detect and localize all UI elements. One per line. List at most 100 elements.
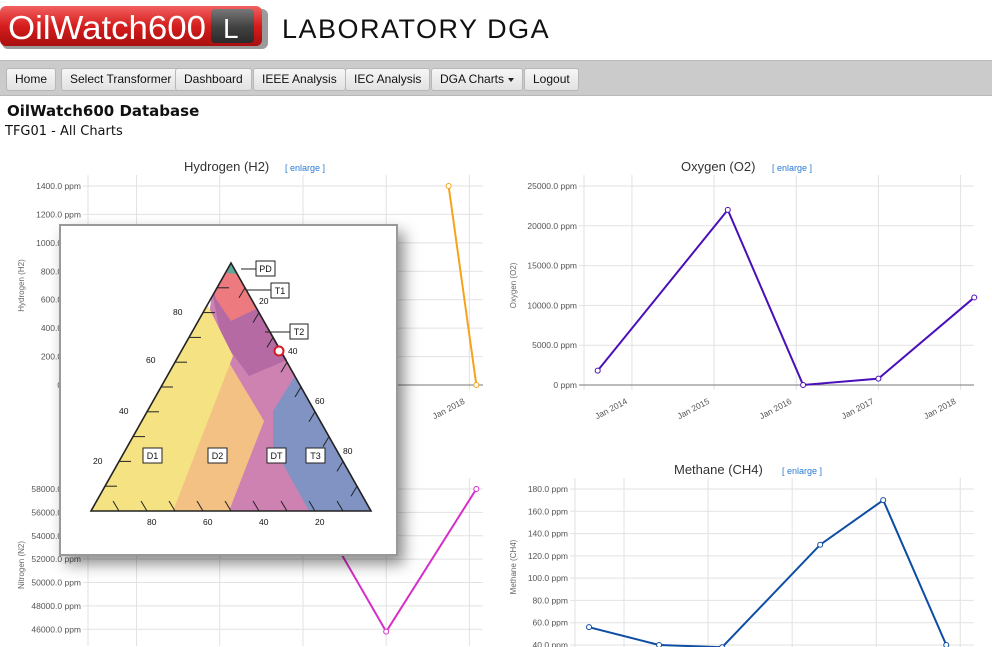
y-tick-label: 100.0 ppm bbox=[528, 573, 568, 583]
y-tick-label: 50000.0 ppm bbox=[31, 578, 81, 588]
nav-home-label: Home bbox=[15, 72, 48, 86]
nav-dga-charts-label: DGA Charts bbox=[440, 72, 505, 86]
y-tick-label: 15000.0 ppm bbox=[527, 261, 577, 271]
y-tick-label: 180.0 ppm bbox=[528, 484, 568, 494]
y-tick-label: 10000.0 ppm bbox=[527, 300, 577, 310]
nav-iec-analysis-label: IEC Analysis bbox=[354, 72, 422, 86]
tick bbox=[252, 500, 260, 512]
chart-title-oxygen: Oxygen (O2) bbox=[681, 159, 756, 174]
zone-label: DT bbox=[271, 451, 283, 461]
site-title: LABORATORY DGA bbox=[282, 14, 551, 44]
zone-label: T2 bbox=[294, 327, 305, 337]
sample-marker bbox=[273, 345, 285, 357]
nav-iec-analysis[interactable]: IEC Analysis bbox=[345, 68, 431, 91]
zone-label-box bbox=[207, 447, 228, 464]
methane-chart: 180.0 ppm 160.0 ppm 140.0 ppm 120.0 ppm 100.… bbox=[509, 478, 974, 647]
y-tick-label: 160.0 ppm bbox=[528, 506, 568, 516]
x-tick-label: Jan 2015 bbox=[675, 396, 711, 421]
y-tick-label: 58000.0 ppm bbox=[31, 484, 81, 494]
right-tick-label: 40 bbox=[288, 346, 298, 356]
zone-d1 bbox=[91, 305, 233, 511]
nav-ieee-analysis[interactable]: IEEE Analysis bbox=[253, 68, 346, 91]
zone-label-box bbox=[255, 260, 276, 277]
tick bbox=[112, 500, 120, 512]
enlarge-link-oxygen[interactable]: [ enlarge ] bbox=[772, 163, 813, 173]
data-point bbox=[656, 642, 663, 647]
nav-select-transformer[interactable]: Select Transformer bbox=[61, 68, 181, 91]
tick bbox=[196, 500, 204, 512]
enlarge-link-hydrogen[interactable]: [ enlarge ] bbox=[285, 163, 326, 173]
y-axis-label: Methane (CH4) bbox=[509, 539, 518, 594]
data-point bbox=[817, 541, 824, 548]
y-tick-label: 0 ppm bbox=[553, 380, 577, 390]
nav-select-transformer-label: Select Transformer bbox=[70, 72, 172, 86]
y-axis-label: Oxygen (O2) bbox=[509, 262, 518, 308]
y-tick-label: 1000.0 ppm bbox=[36, 238, 81, 248]
data-point bbox=[383, 628, 390, 635]
zone-label-box bbox=[305, 447, 326, 464]
zone-label-box bbox=[266, 447, 287, 464]
tick bbox=[336, 461, 344, 472]
tick bbox=[294, 386, 302, 398]
y-tick-label: 20000.0 ppm bbox=[527, 221, 577, 231]
tick bbox=[224, 500, 232, 512]
x-tick-label: Jan 2018 bbox=[922, 396, 958, 421]
bottom-tick-label: 80 bbox=[147, 517, 157, 527]
enlarge-link-methane[interactable]: [ enlarge ] bbox=[782, 466, 823, 476]
data-point bbox=[875, 375, 882, 382]
nav-dga-charts[interactable]: DGA Charts bbox=[431, 68, 524, 91]
y-tick-label: 80.0 ppm bbox=[533, 595, 568, 605]
logo-main-text: OilWatch600 bbox=[8, 9, 206, 46]
nav-logout[interactable]: Logout bbox=[524, 68, 579, 91]
tick bbox=[308, 411, 316, 423]
data-point bbox=[800, 382, 807, 388]
logo-suffix-text: L bbox=[223, 13, 239, 44]
data-point bbox=[724, 206, 731, 213]
tick bbox=[238, 287, 246, 299]
right-tick-label: 80 bbox=[343, 446, 353, 456]
zone-label: PD bbox=[259, 264, 272, 274]
series-line bbox=[447, 185, 478, 386]
oxygen-chart: 25000.0 ppm 20000.0 ppm 15000.0 ppm 10000.0… bbox=[509, 175, 978, 421]
oilwatch-logo[interactable]: OilWatch600 L bbox=[0, 2, 272, 54]
nav-dashboard[interactable]: Dashboard bbox=[175, 68, 252, 91]
data-point bbox=[719, 644, 726, 647]
y-tick-label: 1200.0 ppm bbox=[36, 209, 81, 219]
data-point bbox=[445, 183, 452, 189]
tick bbox=[308, 500, 316, 512]
y-tick-label: 56000.0 ppm bbox=[31, 507, 81, 517]
left-tick-label: 20 bbox=[93, 456, 103, 466]
y-tick-label: 25000.0 ppm bbox=[527, 181, 577, 191]
x-tick-label: Jan 2017 bbox=[840, 396, 876, 421]
caret-down-icon bbox=[508, 77, 515, 82]
right-tick-label: 60 bbox=[315, 396, 325, 406]
bottom-tick-label: 40 bbox=[259, 517, 269, 527]
series-line bbox=[596, 207, 975, 387]
left-tick-label: 60 bbox=[146, 355, 156, 365]
nav-dashboard-label: Dashboard bbox=[184, 72, 243, 86]
data-point bbox=[473, 486, 480, 492]
y-tick-label: 54000.0 ppm bbox=[31, 531, 81, 541]
chart-title-methane: Methane (CH4) bbox=[674, 462, 763, 477]
y-tick-label: 60.0 ppm bbox=[533, 618, 568, 628]
x-tick-label: Jan 2014 bbox=[593, 396, 629, 421]
nav-ieee-analysis-label: IEEE Analysis bbox=[262, 72, 337, 86]
y-axis-label: Hydrogen (H2) bbox=[17, 259, 26, 312]
data-point bbox=[473, 382, 480, 388]
tick bbox=[280, 500, 288, 512]
right-tick-label: 20 bbox=[259, 296, 269, 306]
tick bbox=[266, 337, 274, 348]
bottom-tick-label: 60 bbox=[203, 517, 213, 527]
y-axis-label: Nitrogen (N2) bbox=[17, 541, 26, 589]
tick bbox=[322, 436, 330, 447]
tick bbox=[280, 361, 288, 373]
y-tick-label: 140.0 ppm bbox=[528, 529, 568, 539]
tick bbox=[168, 500, 176, 512]
zone-label: D2 bbox=[212, 451, 224, 461]
y-tick-label: 5000.0 ppm bbox=[532, 340, 577, 350]
nav-home[interactable]: Home bbox=[6, 68, 57, 91]
duval-triangle-popup[interactable]: 80 60 40 20 80 60 40 20 20 40 60 80 PD T1 T2 D1 D2 DT T3 bbox=[59, 224, 398, 556]
data-point bbox=[594, 367, 601, 374]
zone-label-box bbox=[270, 282, 290, 299]
